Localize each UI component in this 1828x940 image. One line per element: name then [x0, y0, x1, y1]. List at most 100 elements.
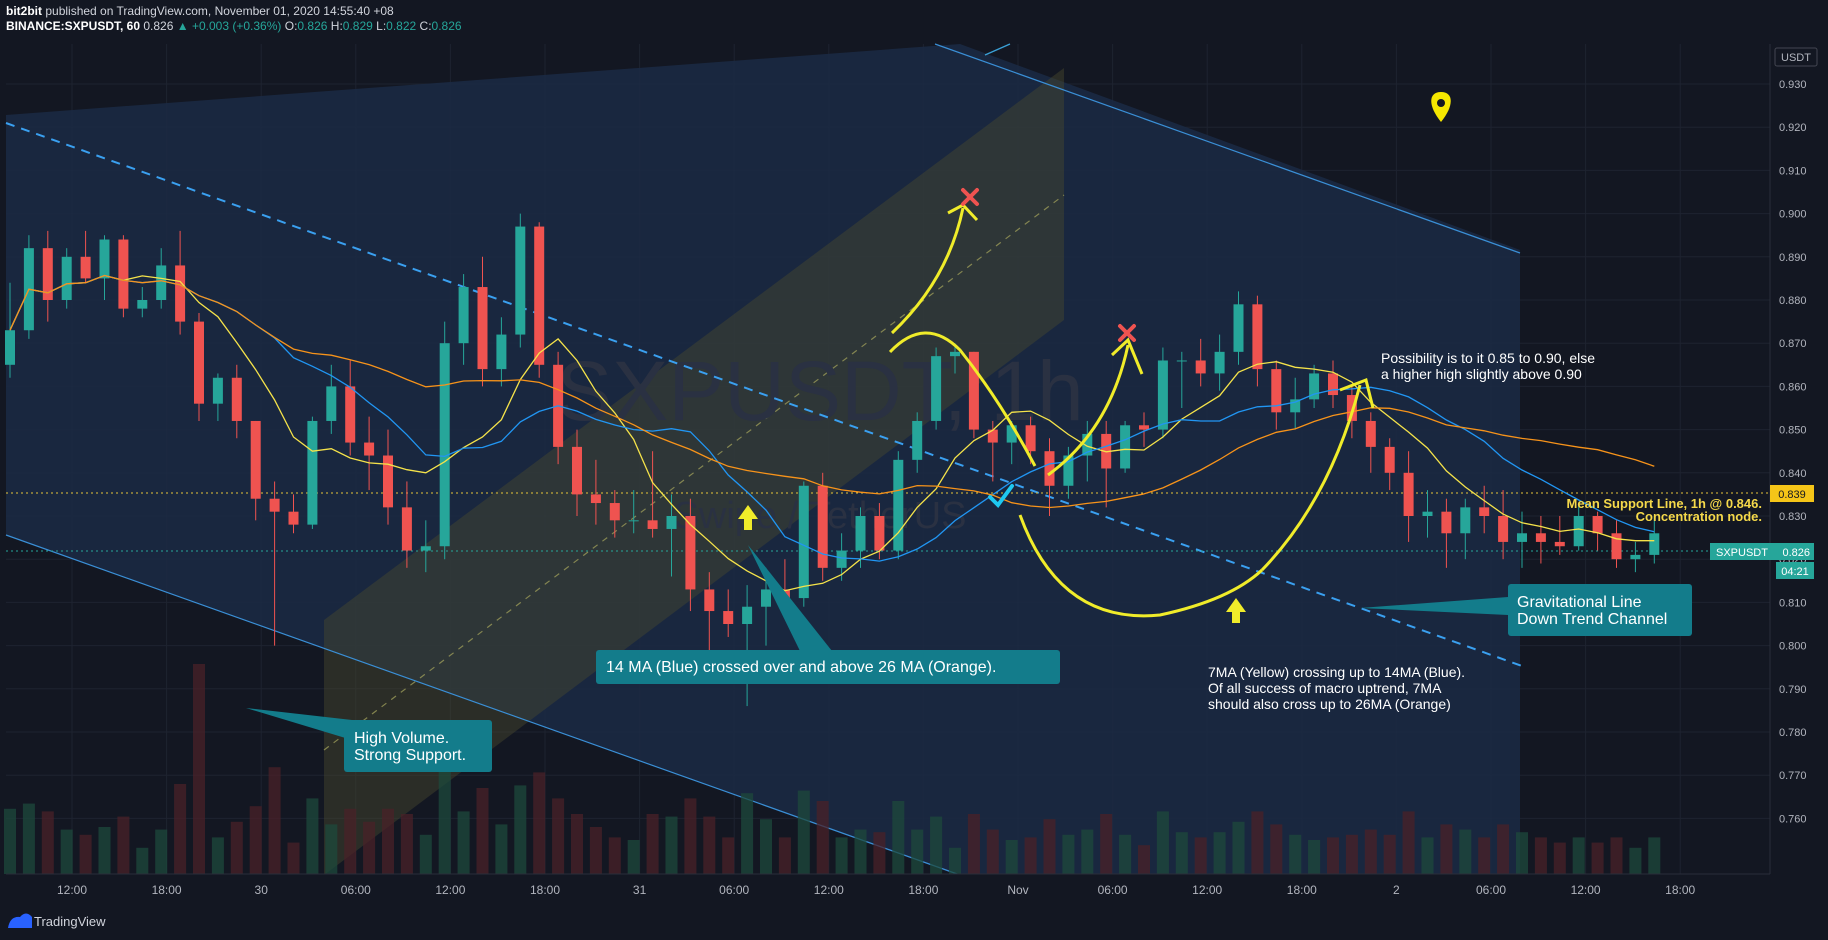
candle-body[interactable]: [572, 446, 582, 495]
candle-body[interactable]: [1535, 533, 1546, 542]
candle-body[interactable]: [912, 420, 923, 460]
candle-body[interactable]: [1611, 533, 1622, 560]
candle-body[interactable]: [383, 455, 393, 508]
candle-body[interactable]: [968, 351, 979, 430]
candle-body[interactable]: [666, 516, 677, 529]
gravitational-callout[interactable]: [1508, 584, 1692, 636]
candle-body[interactable]: [798, 485, 809, 599]
candle-body[interactable]: [364, 442, 375, 456]
candle-body[interactable]: [1120, 425, 1131, 469]
candle-body[interactable]: [1195, 360, 1206, 374]
high-volume-callout[interactable]: [344, 720, 492, 772]
candle-body[interactable]: [401, 507, 412, 551]
candle-body[interactable]: [118, 239, 129, 309]
candle-body[interactable]: [288, 511, 299, 525]
price-tick-label: 0.840: [1779, 468, 1807, 480]
candle-body[interactable]: [1176, 360, 1187, 362]
candle-body[interactable]: [212, 377, 223, 404]
candle-body[interactable]: [1309, 373, 1320, 400]
candle-body[interactable]: [609, 503, 620, 521]
candle-body[interactable]: [1139, 425, 1149, 430]
candle-body[interactable]: [685, 516, 696, 590]
candle-body[interactable]: [628, 520, 639, 522]
candle-body[interactable]: [931, 356, 942, 421]
candle-body[interactable]: [1328, 373, 1338, 396]
candle-body[interactable]: [1233, 304, 1244, 352]
candle-body[interactable]: [99, 239, 110, 279]
candle-body[interactable]: [817, 485, 828, 568]
candle-body[interactable]: [1384, 446, 1395, 473]
candle-body[interactable]: [231, 377, 242, 421]
candle-body[interactable]: [80, 256, 91, 279]
candle-body[interactable]: [1649, 533, 1660, 555]
volume-bar: [1516, 832, 1528, 874]
candle-body[interactable]: [1044, 451, 1055, 486]
candle-body[interactable]: [1498, 516, 1509, 542]
candle-body[interactable]: [515, 226, 526, 335]
candle-body[interactable]: [647, 520, 658, 529]
candle-body[interactable]: [1252, 304, 1263, 370]
candle-body[interactable]: [987, 429, 998, 443]
currency-badge[interactable]: [1774, 47, 1818, 67]
candle-body[interactable]: [874, 516, 885, 551]
candle-body[interactable]: [420, 546, 431, 551]
candle-body[interactable]: [761, 589, 771, 607]
time-axis[interactable]: [0, 874, 1770, 904]
ma-cross-callout[interactable]: [596, 650, 1060, 684]
publisher-name[interactable]: bit2bit: [6, 4, 42, 18]
candle-body[interactable]: [1157, 360, 1168, 430]
candle-body[interactable]: [61, 256, 72, 300]
candle-body[interactable]: [1554, 541, 1565, 547]
candle-body[interactable]: [590, 494, 601, 504]
projection-cup: [1018, 514, 1264, 618]
footer-brand[interactable]: TradingView: [34, 914, 106, 929]
candle-body[interactable]: [326, 386, 337, 421]
candle-body[interactable]: [742, 606, 753, 624]
candle-body[interactable]: [137, 300, 148, 309]
candle-body[interactable]: [1290, 399, 1301, 413]
candle-body[interactable]: [307, 420, 318, 525]
candle-body[interactable]: [855, 516, 866, 551]
candle-body[interactable]: [1592, 516, 1603, 534]
volume-bar: [41, 811, 54, 874]
symbol-label[interactable]: BINANCE:SXPUSDT, 60: [6, 19, 141, 33]
price-axis[interactable]: [1770, 44, 1828, 874]
candle-body[interactable]: [1479, 507, 1490, 516]
candle-body[interactable]: [496, 334, 507, 370]
candle-body[interactable]: [458, 287, 469, 344]
candle-body[interactable]: [950, 351, 960, 357]
candle-body[interactable]: [704, 589, 715, 612]
candle-body[interactable]: [1082, 433, 1093, 456]
candle-body[interactable]: [1346, 395, 1357, 421]
candle-body[interactable]: [1422, 511, 1433, 516]
candle-body[interactable]: [1063, 455, 1074, 486]
candle-body[interactable]: [893, 459, 904, 551]
candle-body[interactable]: [156, 265, 167, 300]
candle-body[interactable]: [5, 330, 15, 365]
candle-body[interactable]: [194, 321, 204, 404]
candle-body[interactable]: [345, 386, 356, 443]
candle-body[interactable]: [1517, 533, 1527, 542]
candle-body[interactable]: [1006, 425, 1017, 443]
candle-body[interactable]: [1460, 507, 1471, 534]
candle-body[interactable]: [175, 265, 186, 322]
candle-body[interactable]: [269, 498, 280, 512]
candle-body[interactable]: [1630, 554, 1641, 560]
candle-body[interactable]: [1403, 472, 1414, 516]
candle-body[interactable]: [1573, 516, 1584, 547]
candle-body[interactable]: [1214, 351, 1225, 374]
candle-body[interactable]: [42, 248, 53, 300]
candle-body[interactable]: [439, 343, 450, 547]
candle-body[interactable]: [250, 420, 261, 499]
candle-body[interactable]: [477, 287, 488, 370]
candle-body[interactable]: [836, 550, 847, 568]
support-price-marker: [1770, 485, 1814, 502]
candle-body[interactable]: [723, 611, 734, 624]
publish-info: bit2bit published on TradingView.com, No…: [6, 4, 394, 18]
candle-body[interactable]: [1365, 420, 1376, 447]
candle-body[interactable]: [1025, 425, 1036, 452]
candle-body[interactable]: [534, 226, 545, 365]
candle-body[interactable]: [1441, 511, 1452, 534]
candle-body[interactable]: [1271, 369, 1282, 413]
